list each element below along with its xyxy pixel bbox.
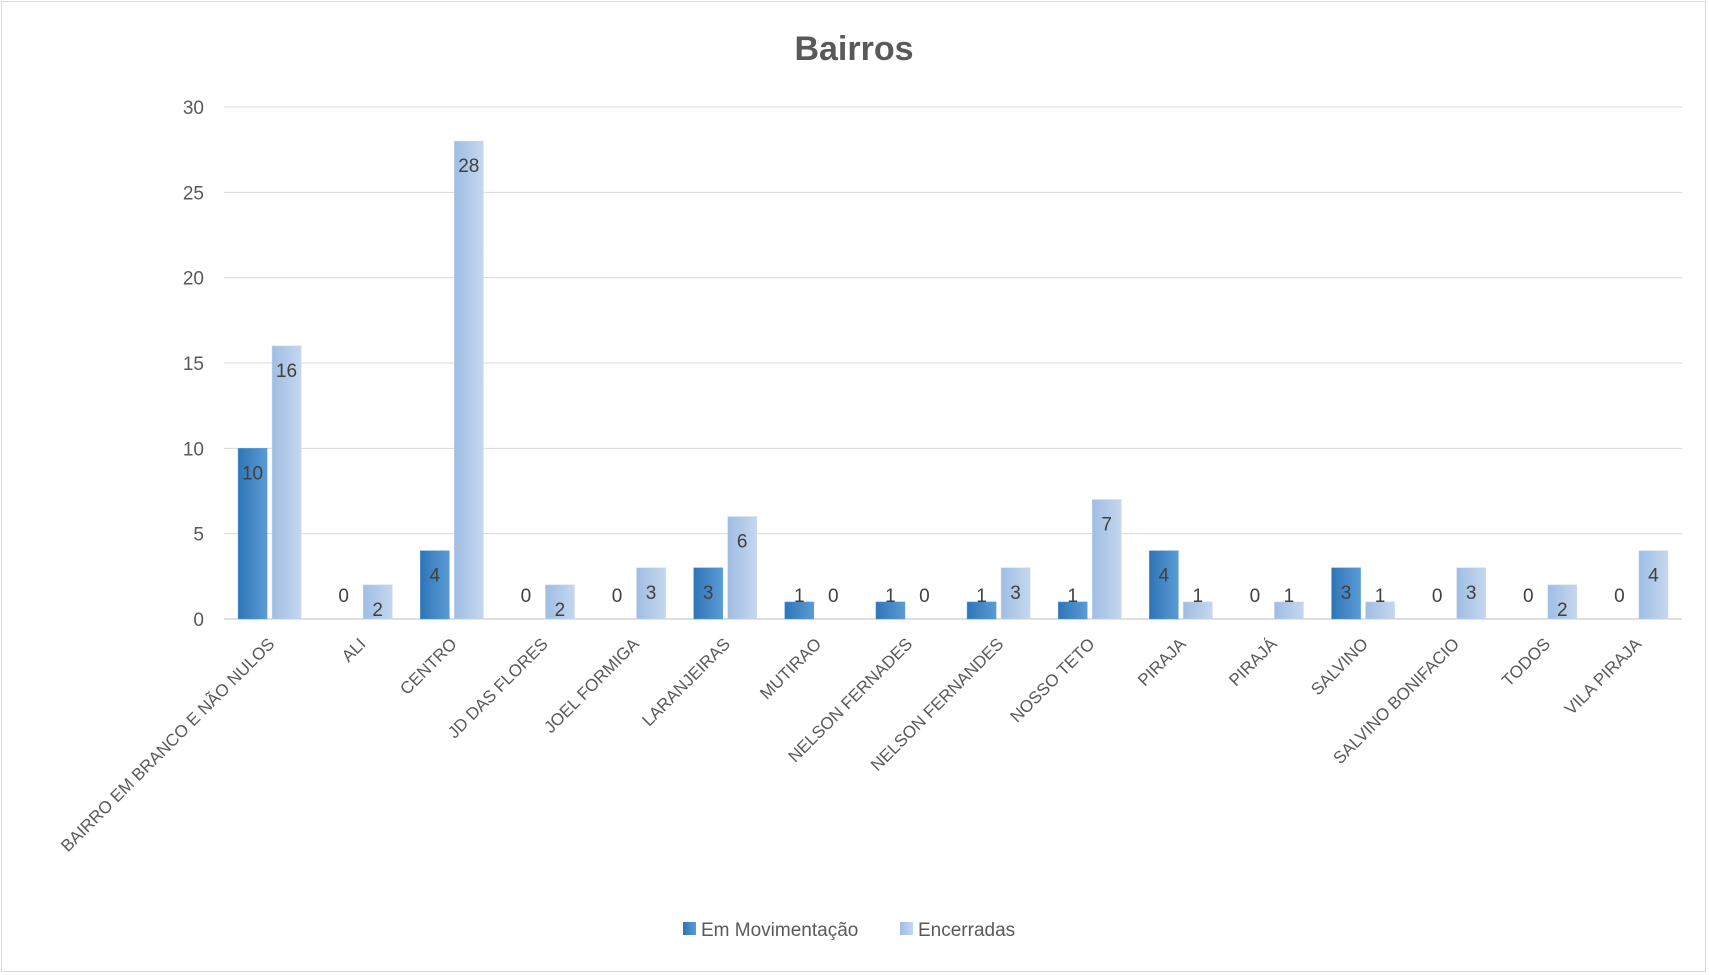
data-label: 0: [612, 586, 623, 607]
data-label: 3: [646, 583, 657, 604]
data-label: 4: [430, 566, 441, 587]
data-label: 2: [372, 600, 383, 621]
x-category-label: JOEL FORMIGA: [540, 634, 643, 737]
bar: [1456, 567, 1486, 620]
bar: [1057, 601, 1088, 620]
data-label: 1: [1193, 586, 1204, 607]
data-label: 1: [1067, 586, 1078, 607]
bar: [1331, 567, 1361, 620]
data-label: 3: [703, 583, 714, 604]
data-label: 1: [976, 586, 987, 607]
x-category-label: LARANJEIRAS: [638, 634, 734, 730]
x-category-label: BAIRRO EM BRANCO E NÃO NULOS: [57, 634, 278, 855]
data-label: 4: [1159, 566, 1170, 587]
bar: [1000, 567, 1031, 620]
bar: [271, 345, 302, 620]
data-label: 3: [1466, 583, 1477, 604]
x-axis-categories: BAIRRO EM BRANCO E NÃO NULOS ALI CENTROJD …: [57, 634, 1646, 856]
bar: [454, 140, 484, 620]
data-label: 16: [276, 361, 297, 382]
legend-label: Encerradas: [918, 920, 1015, 941]
x-category-label: SALVINO: [1307, 634, 1372, 699]
y-tick-label: 30: [183, 98, 204, 119]
data-label: 0: [1432, 586, 1443, 607]
legend: Em Movimentação Encerradas: [683, 920, 1015, 941]
x-category-label: MUTIRAO: [756, 634, 825, 703]
legend-swatch: [683, 922, 696, 935]
gridlines: [224, 106, 1682, 620]
data-label: 1: [1284, 586, 1295, 607]
x-category-label: CENTRO: [396, 634, 460, 698]
chart-title: Bairros: [794, 30, 913, 68]
y-tick-label: 0: [193, 610, 204, 631]
data-label: 0: [828, 586, 839, 607]
x-category-label: ALI: [338, 634, 369, 665]
x-category-label: VILA PIRAJA: [1561, 634, 1646, 719]
legend-swatch: [900, 922, 913, 935]
bar: [420, 550, 450, 620]
x-category-label: JD DAS FLORES: [444, 634, 552, 742]
bar: [1638, 550, 1669, 620]
bar: [237, 448, 268, 620]
y-tick-label: 5: [193, 525, 204, 546]
data-label: 4: [1648, 566, 1659, 587]
bar: [1149, 550, 1179, 620]
bar: [875, 601, 906, 620]
bars: [237, 140, 1669, 620]
bar: [1365, 601, 1395, 620]
bar: [545, 584, 575, 620]
x-category-label: TODOS: [1498, 634, 1554, 690]
data-label: 0: [338, 586, 349, 607]
y-tick-label: 15: [183, 354, 204, 375]
y-tick-label: 20: [183, 269, 204, 290]
data-label: 0: [1523, 586, 1534, 607]
bar: [1091, 499, 1122, 620]
bar: [636, 567, 666, 620]
data-label: 3: [1341, 583, 1352, 604]
bar: [1547, 584, 1578, 620]
data-label: 1: [885, 586, 896, 607]
legend-label: Em Movimentação: [701, 920, 858, 941]
bar: [784, 601, 815, 620]
data-label: 2: [555, 600, 566, 621]
data-label: 2: [1557, 600, 1568, 621]
x-category-label: PIRAJA: [1134, 634, 1190, 690]
bar: [727, 516, 757, 620]
y-tick-label: 25: [183, 183, 204, 204]
data-label: 0: [521, 586, 532, 607]
bar: [362, 584, 393, 620]
y-axis-ticks: 0 5 10 15 20 25 30: [183, 98, 204, 631]
data-label: 6: [737, 532, 748, 553]
data-label: 0: [919, 586, 930, 607]
bar: [966, 601, 997, 620]
data-label: 3: [1010, 583, 1021, 604]
bar: [1183, 601, 1213, 620]
bar: [693, 567, 723, 620]
data-label: 0: [1614, 586, 1625, 607]
data-label: 10: [242, 463, 263, 484]
x-category-label: PIRAJÁ: [1225, 634, 1281, 690]
data-label: 7: [1101, 515, 1112, 536]
y-tick-label: 10: [183, 439, 204, 460]
bar: [1274, 601, 1304, 620]
data-label: 0: [1250, 586, 1261, 607]
x-category-label: NOSSO TETO: [1007, 634, 1099, 726]
data-label: 1: [794, 586, 805, 607]
data-label: 28: [458, 156, 479, 177]
data-label: 1: [1375, 586, 1386, 607]
